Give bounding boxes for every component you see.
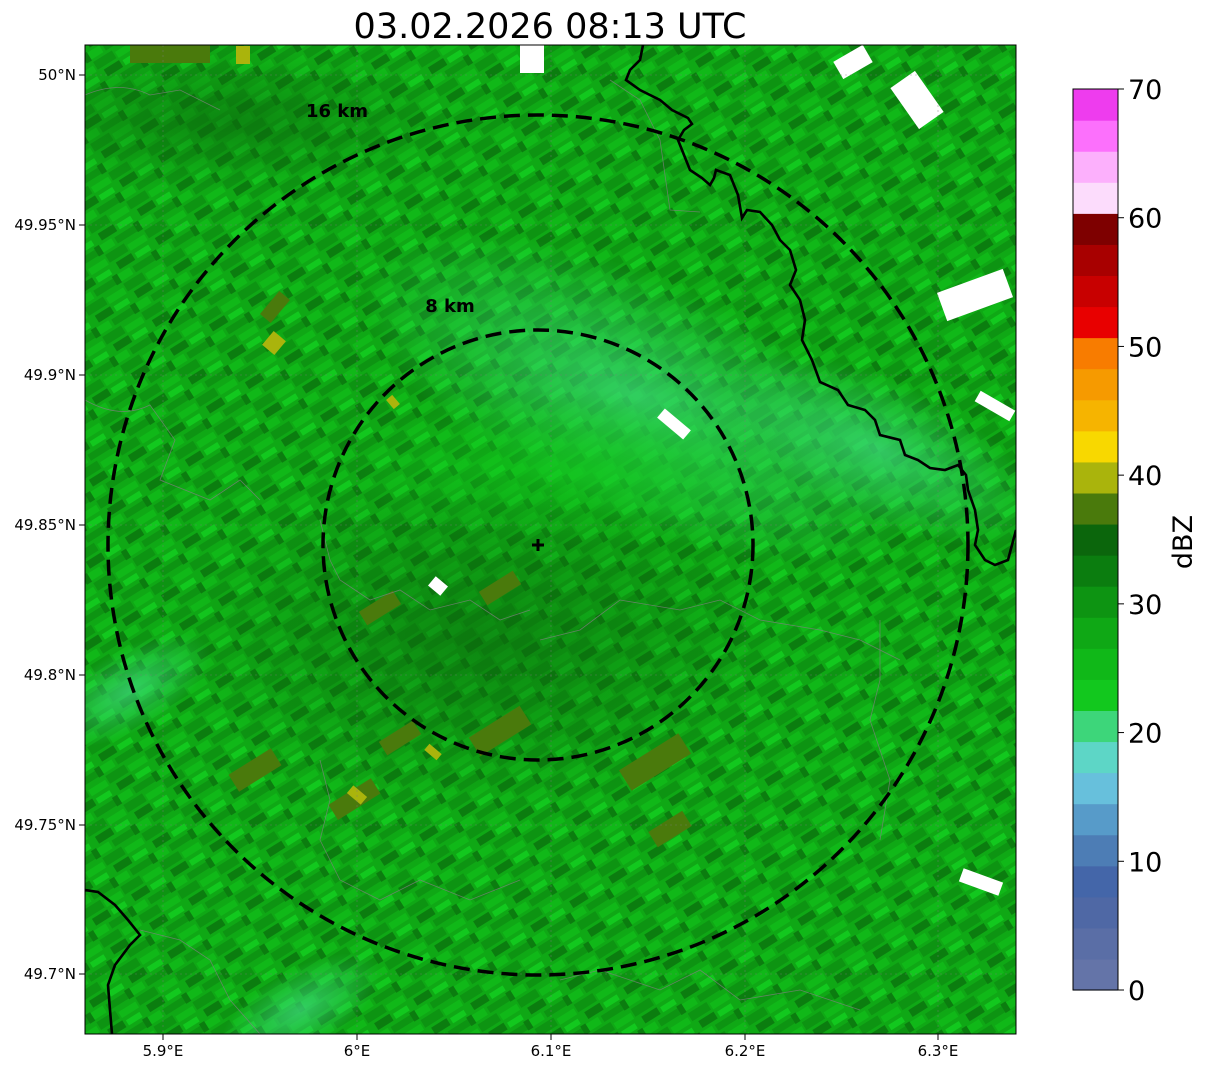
colorbar-band: [1073, 120, 1118, 152]
light-echo-zone-west: [85, 633, 211, 747]
colorbar-band: [1073, 151, 1118, 183]
radar-site-marker: [532, 539, 544, 551]
colorbar-band: [1073, 555, 1118, 587]
colorbar-tick-label: 70: [1128, 75, 1162, 106]
light-echo-zone-southwest: [219, 953, 381, 1034]
latitude-axis: 50°N 49.95°N 49.9°N 49.85°N 49.8°N 49.75…: [14, 66, 85, 983]
colorbar-band: [1073, 927, 1118, 960]
colorbar-band: [1073, 337, 1118, 370]
colorbar-band: [1073, 617, 1118, 649]
colorbar-band: [1073, 896, 1118, 929]
colorbar-band: [1073, 399, 1118, 432]
colorbar-tick-label: 40: [1128, 461, 1162, 492]
municipal-boundaries: [85, 79, 901, 1034]
colorbar-band: [1073, 492, 1118, 525]
range-ring-8km: [321, 328, 755, 762]
lat-tick-label: 49.8°N: [24, 666, 76, 684]
lat-tick-label: 49.7°N: [24, 965, 76, 983]
dark-zone-south: [180, 470, 780, 810]
gridlines: [85, 45, 1016, 1034]
colorbar-band: [1073, 803, 1118, 836]
colorbar-tick-label: 20: [1128, 719, 1162, 750]
lat-tick-label: 49.75°N: [14, 816, 76, 834]
no-echo-gaps: [428, 45, 1016, 896]
lon-tick-label: 6.2°E: [725, 1042, 766, 1060]
colorbar-frame: [1072, 88, 1119, 991]
colorbar-band: [1073, 182, 1118, 214]
colorbar-band: [1073, 648, 1118, 680]
lat-tick-label: 49.85°N: [14, 516, 76, 534]
colorbar-ticks: 0 10 20 30 40 50 60 70: [1118, 75, 1162, 1007]
colorbar-band: [1073, 865, 1118, 898]
colorbar-band: [1073, 710, 1118, 743]
colorbar-band: [1073, 679, 1118, 711]
lat-tick-label: 49.95°N: [14, 216, 76, 234]
colorbar-band: [1073, 834, 1118, 867]
colorbar-bands: [1073, 89, 1118, 991]
colorbar-band: [1073, 275, 1118, 308]
lat-tick-label: 50°N: [38, 66, 76, 84]
range-ring-16km: [106, 113, 970, 977]
colorbar-band: [1073, 461, 1118, 494]
range-ring-label-16km: 16 km: [306, 101, 368, 122]
colorbar-band: [1073, 430, 1118, 463]
colorbar-band: [1073, 586, 1118, 618]
colorbar-band: [1073, 958, 1118, 991]
longitude-axis: 5.9°E 6°E 6.1°E 6.2°E 6.3°E: [143, 1034, 959, 1060]
lon-tick-label: 6.3°E: [918, 1042, 959, 1060]
colorbar-band: [1073, 244, 1118, 277]
lon-tick-label: 5.9°E: [143, 1042, 184, 1060]
colorbar-band: [1073, 523, 1118, 556]
range-ring-label-8km: 8 km: [425, 296, 475, 317]
colorbar-band: [1073, 772, 1118, 805]
range-rings: [106, 113, 970, 977]
colorbar-label: dBZ: [1168, 515, 1199, 569]
colorbar-tick-label: 30: [1128, 590, 1162, 621]
colorbar-band: [1073, 213, 1118, 245]
colorbar-tick-label: 60: [1128, 204, 1162, 235]
colorbar-tick-label: 50: [1128, 332, 1162, 363]
lat-tick-label: 49.9°N: [24, 366, 76, 384]
map-title: 03.02.2026 08:13 UTC: [354, 7, 747, 47]
colorbar-band: [1073, 89, 1118, 121]
light-echo-zone-east: [723, 354, 1016, 546]
dark-zone-northwest: [85, 50, 450, 190]
colorbar-band: [1073, 741, 1118, 774]
lon-tick-label: 6.1°E: [531, 1042, 572, 1060]
colorbar-band: [1073, 306, 1118, 339]
colorbar: 0 10 20 30 40 50 60 70 dBZ: [1072, 75, 1199, 1007]
lon-tick-label: 6°E: [344, 1042, 371, 1060]
colorbar-tick-label: 10: [1128, 847, 1162, 878]
colorbar-tick-label: 0: [1128, 976, 1145, 1007]
colorbar-band: [1073, 368, 1118, 401]
map-area: 16 km 8 km: [85, 45, 1016, 1034]
